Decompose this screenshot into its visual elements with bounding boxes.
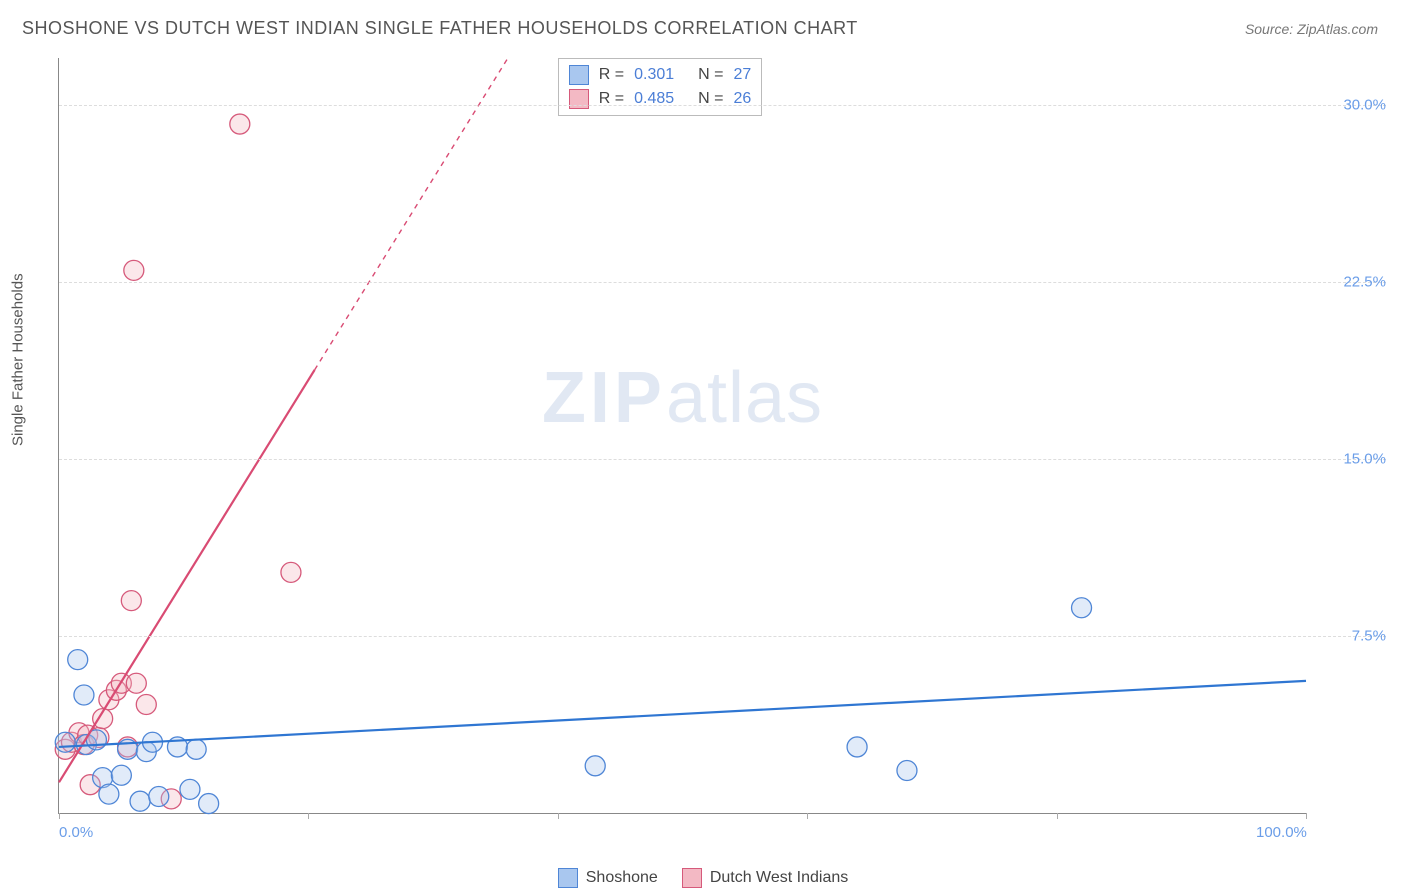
x-tick-label: 0.0% (59, 824, 93, 841)
y-tick-label: 7.5% (1316, 628, 1386, 645)
source-name: ZipAtlas.com (1297, 21, 1378, 37)
plot-area: ZIPatlas R = 0.301 N = 27 R = 0.485 N = … (58, 58, 1306, 814)
legend-item-shoshone: Shoshone (558, 868, 658, 888)
series-legend: Shoshone Dutch West Indians (0, 868, 1406, 888)
plot-svg (59, 58, 1306, 813)
chart-area: Single Father Households ZIPatlas R = 0.… (22, 50, 1306, 842)
y-tick-label: 30.0% (1316, 97, 1386, 114)
y-tick-label: 15.0% (1316, 451, 1386, 468)
y-axis-label: Single Father Households (10, 273, 27, 446)
x-tick-label: 100.0% (1256, 824, 1307, 841)
source-prefix: Source: (1245, 21, 1297, 37)
legend-label-dwi: Dutch West Indians (710, 869, 848, 887)
swatch-dwi (682, 868, 702, 888)
chart-header: SHOSHONE VS DUTCH WEST INDIAN SINGLE FAT… (0, 0, 1406, 39)
legend-label-shoshone: Shoshone (586, 869, 658, 887)
source-attribution: Source: ZipAtlas.com (1245, 21, 1378, 37)
legend-item-dwi: Dutch West Indians (682, 868, 848, 888)
y-tick-label: 22.5% (1316, 274, 1386, 291)
swatch-shoshone (558, 868, 578, 888)
chart-title: SHOSHONE VS DUTCH WEST INDIAN SINGLE FAT… (22, 18, 858, 39)
